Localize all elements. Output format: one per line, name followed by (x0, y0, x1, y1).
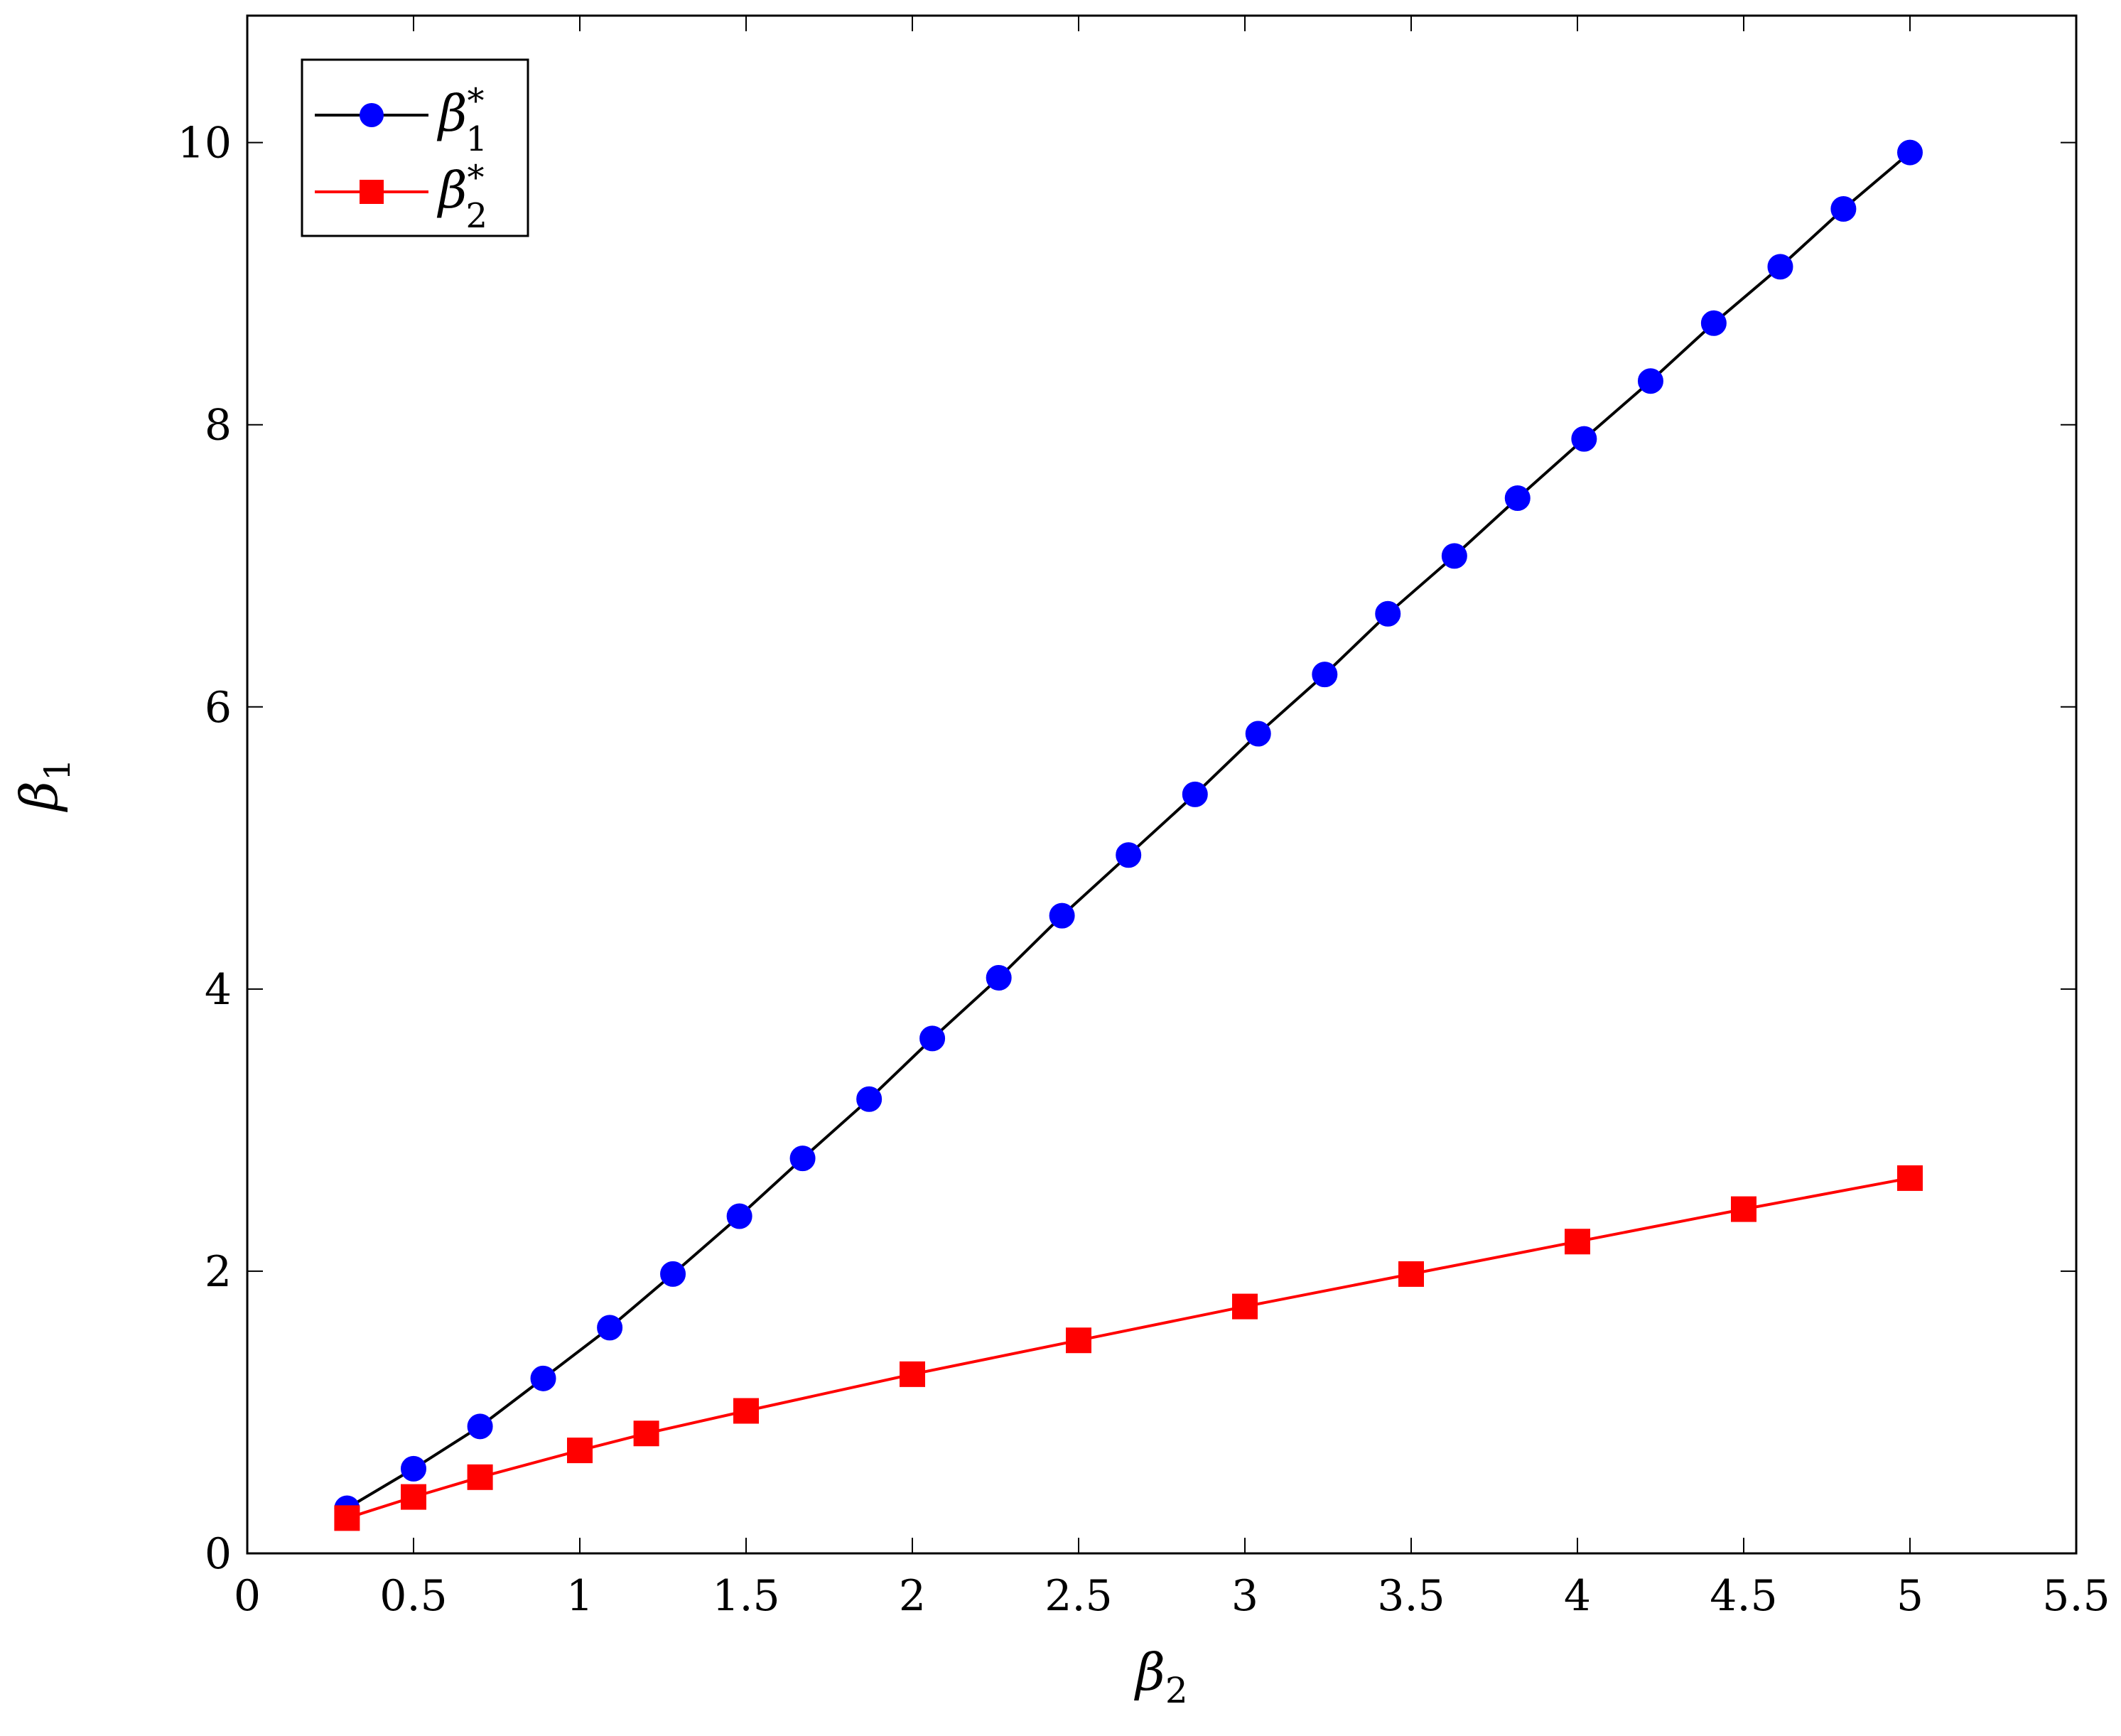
data-point (1565, 1229, 1590, 1255)
data-point (1116, 842, 1142, 868)
data-point (1049, 902, 1075, 929)
legend-label: β* 2 (436, 158, 487, 236)
data-point (986, 964, 1012, 991)
x-tick-label: 4 (1564, 1571, 1591, 1621)
x-axis-label-sub: 2 (1165, 1670, 1188, 1711)
x-tick-label: 3 (1231, 1571, 1258, 1621)
data-point (1637, 368, 1663, 394)
plot-frame (246, 14, 2078, 1555)
series-1 (334, 139, 1923, 1521)
data-point (1232, 1293, 1258, 1320)
x-tick-label: 0.5 (379, 1571, 447, 1621)
x-axis-label-base: β (1133, 1642, 1165, 1702)
data-point (1700, 310, 1727, 336)
y-axis-label-sub: 1 (37, 758, 78, 781)
data-point (530, 1365, 556, 1391)
legend-label-sub: 2 (465, 196, 487, 236)
data-point (1767, 254, 1793, 280)
x-tick-label: 2.5 (1045, 1571, 1112, 1621)
x-tick-label: 5 (1896, 1571, 1923, 1621)
data-point (1312, 662, 1338, 688)
y-tick-label: 8 (205, 401, 232, 451)
data-point (1830, 195, 1857, 222)
legend-marker (360, 180, 384, 204)
x-tick-label: 4.5 (1710, 1571, 1777, 1621)
data-point (1375, 600, 1401, 627)
x-tick-label: 2 (899, 1571, 926, 1621)
y-axis-label-base: β (9, 781, 69, 813)
x-tick-label: 0 (234, 1571, 261, 1621)
data-point (919, 1025, 946, 1052)
legend-entry-1: β* 1 (315, 81, 487, 159)
series-2 (334, 1165, 1923, 1531)
data-point (1897, 1165, 1923, 1191)
legend-marker (360, 103, 384, 127)
data-point (467, 1464, 493, 1490)
x-axis-label: β2 (1133, 1642, 1187, 1711)
legend-label-base: β (436, 161, 467, 220)
data-point (334, 1505, 360, 1531)
data-point (633, 1420, 659, 1447)
data-point (1066, 1327, 1091, 1354)
data-point (733, 1398, 759, 1424)
data-point (1245, 721, 1271, 747)
data-point (789, 1145, 816, 1172)
data-point (1897, 139, 1923, 166)
data-point (1504, 485, 1531, 511)
data-point (401, 1455, 426, 1482)
data-point (1182, 781, 1208, 807)
y-tick-label: 2 (205, 1247, 232, 1297)
x-tick-label: 5.5 (2042, 1571, 2110, 1621)
y-tick-label: 4 (205, 965, 232, 1015)
data-point (726, 1203, 752, 1229)
data-point (567, 1438, 593, 1464)
data-point (1731, 1196, 1756, 1222)
data-point (660, 1261, 686, 1287)
data-point (1571, 426, 1597, 452)
legend-label-base: β (436, 85, 467, 143)
x-tick-label: 1 (566, 1571, 593, 1621)
data-point (1441, 543, 1467, 569)
legend: β* 1β* 2 (301, 58, 529, 237)
series-line (346, 151, 1911, 1510)
data-point (856, 1086, 883, 1112)
data-point (597, 1315, 623, 1341)
legend-label-sup: * (467, 158, 484, 198)
data-point (401, 1484, 426, 1510)
data-point (900, 1361, 925, 1387)
y-tick-label: 6 (205, 683, 232, 733)
legend-label: β* 1 (436, 81, 487, 159)
y-tick-label: 0 (205, 1529, 232, 1579)
data-point (467, 1413, 493, 1440)
y-axis-label: β1 (9, 758, 78, 812)
legend-label-sup: * (467, 81, 484, 121)
legend-entry-2: β* 2 (315, 158, 487, 236)
series-layer (334, 139, 1923, 1531)
data-point (1398, 1261, 1424, 1287)
x-tick-label: 3.5 (1377, 1571, 1445, 1621)
legend-box (301, 58, 529, 237)
legend-label-sub: 1 (465, 119, 487, 159)
x-tick-label: 1.5 (712, 1571, 779, 1621)
y-tick-label: 10 (178, 119, 232, 168)
